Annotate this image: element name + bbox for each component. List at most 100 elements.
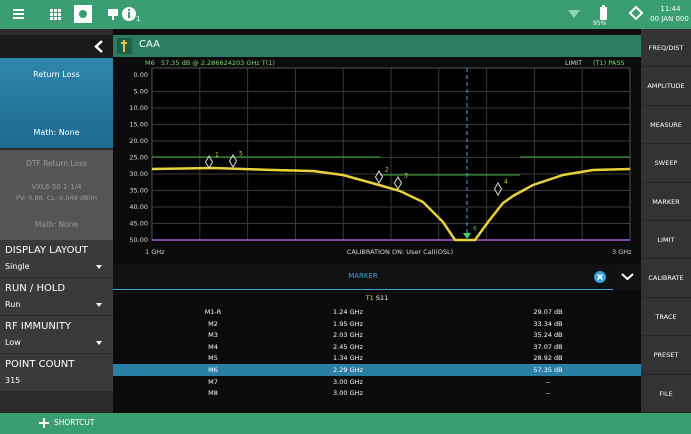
softkey-label: CALIBRATE bbox=[648, 274, 684, 283]
softkey[interactable]: CALIBRATE bbox=[641, 259, 691, 298]
marker-readout: M6 57.35 dB @ 2.286624203 GHz T(1) bbox=[145, 59, 275, 67]
marker-row[interactable]: M1-R 1.24 GHz 29.07 dB bbox=[113, 306, 641, 318]
setting[interactable]: DISPLAY LAYOUT Single bbox=[0, 240, 113, 277]
measurement-title: CAA bbox=[139, 39, 160, 50]
marker-diamond bbox=[204, 155, 214, 169]
left-panel: Return Loss Math: None DTF Return Loss V… bbox=[0, 29, 113, 413]
marker-cell: M4 bbox=[208, 342, 218, 351]
setting[interactable]: RUN / HOLD Run bbox=[0, 278, 113, 315]
softkey-label: AMPLITUDE bbox=[647, 82, 685, 91]
marker-cell: M5 bbox=[208, 354, 218, 363]
setting-value: Single bbox=[5, 262, 30, 271]
marker-cell: -- bbox=[545, 389, 551, 398]
marker-cell: 2.45 GHz bbox=[333, 342, 363, 351]
shortcut-bar[interactable]: SHORTCUT bbox=[0, 413, 691, 434]
collapse-button[interactable] bbox=[614, 264, 641, 290]
softkey-label: FREQ/DIST bbox=[648, 44, 684, 52]
marker-cell: 29.07 dB bbox=[533, 308, 563, 316]
marker-cell: M7 bbox=[208, 377, 218, 386]
marker-number: 3 bbox=[404, 173, 408, 180]
y-tick-label: 35.00 bbox=[129, 187, 148, 195]
setting-value: 315 bbox=[5, 376, 21, 385]
y-tick-label: 5.00 bbox=[134, 88, 148, 96]
softkey[interactable]: FILE bbox=[641, 374, 691, 413]
marker-cell: 37.07 dB bbox=[533, 342, 563, 351]
active-marker bbox=[463, 233, 471, 239]
dropdown-arrow bbox=[96, 303, 102, 307]
close-icon[interactable] bbox=[593, 270, 607, 284]
setting-label: DISPLAY LAYOUT bbox=[5, 245, 88, 256]
marker-diamond bbox=[228, 154, 238, 168]
toolbar-icons bbox=[13, 5, 136, 23]
softkey[interactable]: AMPLITUDE bbox=[641, 67, 691, 106]
back-button[interactable] bbox=[0, 35, 113, 58]
softkey-panel: FREQ/DIST AMPLITUDE MEASURE SWEEP MARKER LIMI… bbox=[641, 29, 691, 413]
setting-label: RF IMMUNITY bbox=[5, 321, 72, 332]
marker-cell: 1.34 GHz bbox=[333, 354, 363, 363]
marker-row[interactable]: M7 3.00 GHz -- bbox=[113, 376, 641, 388]
marker-diamond bbox=[374, 170, 384, 184]
softkey[interactable]: MARKER bbox=[641, 182, 691, 221]
back-arrow bbox=[94, 40, 103, 53]
marker-row[interactable]: M6 2.29 GHz 57.35 dB bbox=[113, 364, 641, 376]
marker-cell: 35.24 dB bbox=[533, 331, 563, 340]
marker-cell: 1.24 GHz bbox=[333, 308, 363, 316]
marker-cell: M2 bbox=[208, 319, 218, 328]
dropdown-arrow bbox=[96, 265, 102, 269]
softkey[interactable]: FREQ/DIST bbox=[641, 29, 691, 68]
trace-2-panel[interactable]: DTF Return Loss VXL6-50 1-1/4 PV: 0.88, … bbox=[0, 150, 113, 240]
trace-2-math: Math: None bbox=[34, 220, 79, 229]
marker-number: 4 bbox=[504, 179, 508, 186]
shortcut-label: SHORTCUT bbox=[54, 418, 95, 427]
battery-level: 95% bbox=[593, 20, 607, 27]
trace-2-cable: VXL6-50 1-1/4 bbox=[31, 183, 82, 191]
trace-1-panel[interactable]: Return Loss Math: None bbox=[0, 58, 113, 148]
calibration-status: CALIBRATION ON: User Cal(iOSL) bbox=[346, 248, 454, 256]
limit-status: LIMIT bbox=[565, 59, 583, 67]
dropdown-arrow bbox=[96, 341, 102, 345]
marker-row[interactable]: M3 2.03 GHz 35.24 dB bbox=[113, 329, 641, 341]
softkey-label: TRACE bbox=[655, 312, 677, 321]
setting[interactable]: POINT COUNT 315 bbox=[0, 354, 113, 391]
y-tick-label: 30.00 bbox=[129, 170, 148, 178]
trace-1-title: Return Loss bbox=[33, 70, 80, 79]
x-stop: 3 GHz bbox=[612, 248, 632, 256]
table-header: T1 S11 bbox=[113, 294, 641, 302]
plot: 1 5 2 3 4 6 0.00 5.00 10.00 15.00 20.00 25.00 30.00… bbox=[129, 67, 631, 244]
marker-row[interactable]: M4 2.45 GHz 37.07 dB bbox=[113, 341, 641, 353]
softkey-label: LIMIT bbox=[657, 236, 675, 244]
marker-cell: 2.29 GHz bbox=[333, 366, 363, 374]
marker-row[interactable]: M5 1.34 GHz 28.92 dB bbox=[113, 352, 641, 364]
marker-tab[interactable]: MARKER bbox=[113, 264, 613, 290]
softkey-label: PRESET bbox=[653, 351, 679, 360]
softkey[interactable]: MEASURE bbox=[641, 105, 691, 145]
status-bar: 1 95% 11:44 00 JAN 000 bbox=[0, 0, 691, 29]
marker-diamond bbox=[393, 176, 403, 190]
y-tick-label: 15.00 bbox=[129, 121, 148, 129]
setting[interactable]: RF IMMUNITY Low bbox=[0, 316, 113, 353]
marker-cell: 1.95 GHz bbox=[333, 319, 363, 328]
marker-row[interactable]: M8 3.00 GHz -- bbox=[113, 387, 641, 399]
marker-tab-title: MARKER bbox=[348, 272, 378, 280]
marker-diamond bbox=[493, 182, 503, 196]
setting-value: Low bbox=[5, 338, 21, 347]
softkey[interactable]: TRACE bbox=[641, 297, 691, 337]
marker-cell: 33.34 dB bbox=[533, 319, 563, 328]
softkey-label: MEASURE bbox=[650, 120, 682, 129]
marker-cell: M3 bbox=[208, 331, 218, 340]
softkey-label: FILE bbox=[659, 389, 673, 398]
marker-number: 6 bbox=[473, 226, 477, 233]
limit-result: (T1) PASS bbox=[593, 59, 625, 67]
status-icons bbox=[568, 5, 644, 21]
marker-row[interactable]: M2 1.95 GHz 33.34 dB bbox=[113, 318, 641, 330]
softkey[interactable]: PRESET bbox=[641, 336, 691, 375]
softkey[interactable]: LIMIT bbox=[641, 221, 691, 260]
y-tick-label: 20.00 bbox=[129, 137, 148, 145]
softkey[interactable]: SWEEP bbox=[641, 144, 691, 183]
y-tick-label: 50.00 bbox=[129, 236, 148, 244]
table-param: S11 bbox=[375, 294, 389, 302]
clock-date: 00 JAN 000 bbox=[650, 15, 689, 23]
marker-cell: 57.35 dB bbox=[533, 366, 563, 374]
marker-number: 5 bbox=[239, 151, 243, 158]
